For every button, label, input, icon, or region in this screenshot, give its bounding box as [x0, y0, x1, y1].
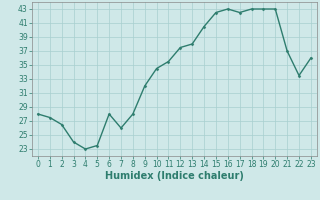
- X-axis label: Humidex (Indice chaleur): Humidex (Indice chaleur): [105, 171, 244, 181]
